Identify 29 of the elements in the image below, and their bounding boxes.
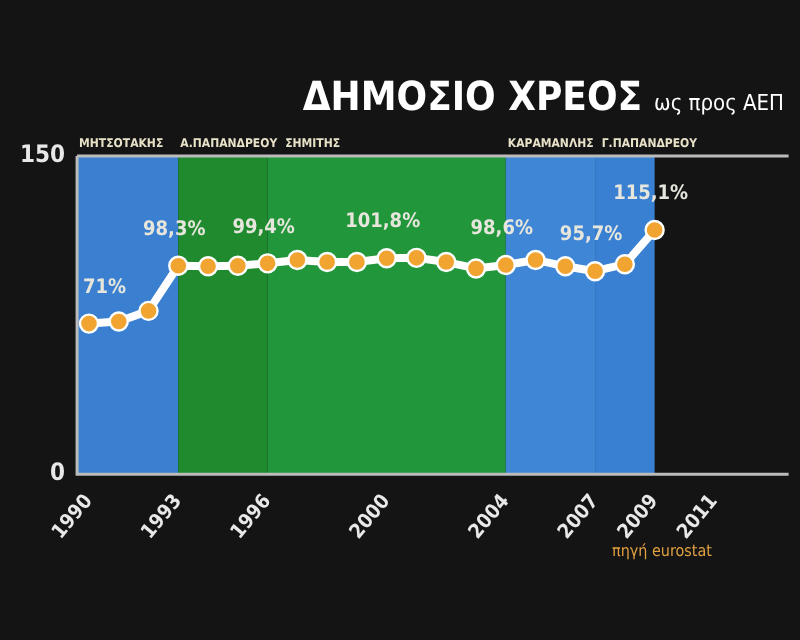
y-tick-label: 150 bbox=[19, 140, 66, 169]
point bbox=[108, 311, 129, 332]
point bbox=[138, 300, 159, 322]
point bbox=[78, 313, 100, 334]
data-label: 101,8% bbox=[345, 211, 421, 234]
text: πηγή eurostat bbox=[612, 542, 713, 560]
point bbox=[465, 258, 487, 279]
point bbox=[287, 249, 308, 271]
point bbox=[376, 248, 397, 269]
data-label: 99,4% bbox=[232, 216, 295, 239]
point bbox=[197, 256, 219, 277]
point bbox=[614, 253, 636, 275]
point bbox=[644, 219, 665, 241]
chart-title: ΔΗΜΟΣΙΟ ΧΡΕΟΣ bbox=[302, 72, 643, 120]
point bbox=[436, 251, 457, 273]
data-label: 95,7% bbox=[559, 224, 623, 247]
point bbox=[227, 255, 249, 276]
point bbox=[584, 260, 606, 282]
chart-subtitle: ως προς ΑΕΠ bbox=[654, 90, 784, 116]
point bbox=[406, 247, 427, 269]
y-tick-label: 0 bbox=[50, 458, 66, 487]
data-label: 71% bbox=[83, 276, 127, 299]
point bbox=[555, 256, 576, 277]
point bbox=[346, 251, 368, 273]
point bbox=[316, 251, 338, 273]
point bbox=[168, 255, 189, 276]
point bbox=[257, 253, 278, 274]
point bbox=[525, 249, 546, 271]
point bbox=[495, 254, 516, 276]
